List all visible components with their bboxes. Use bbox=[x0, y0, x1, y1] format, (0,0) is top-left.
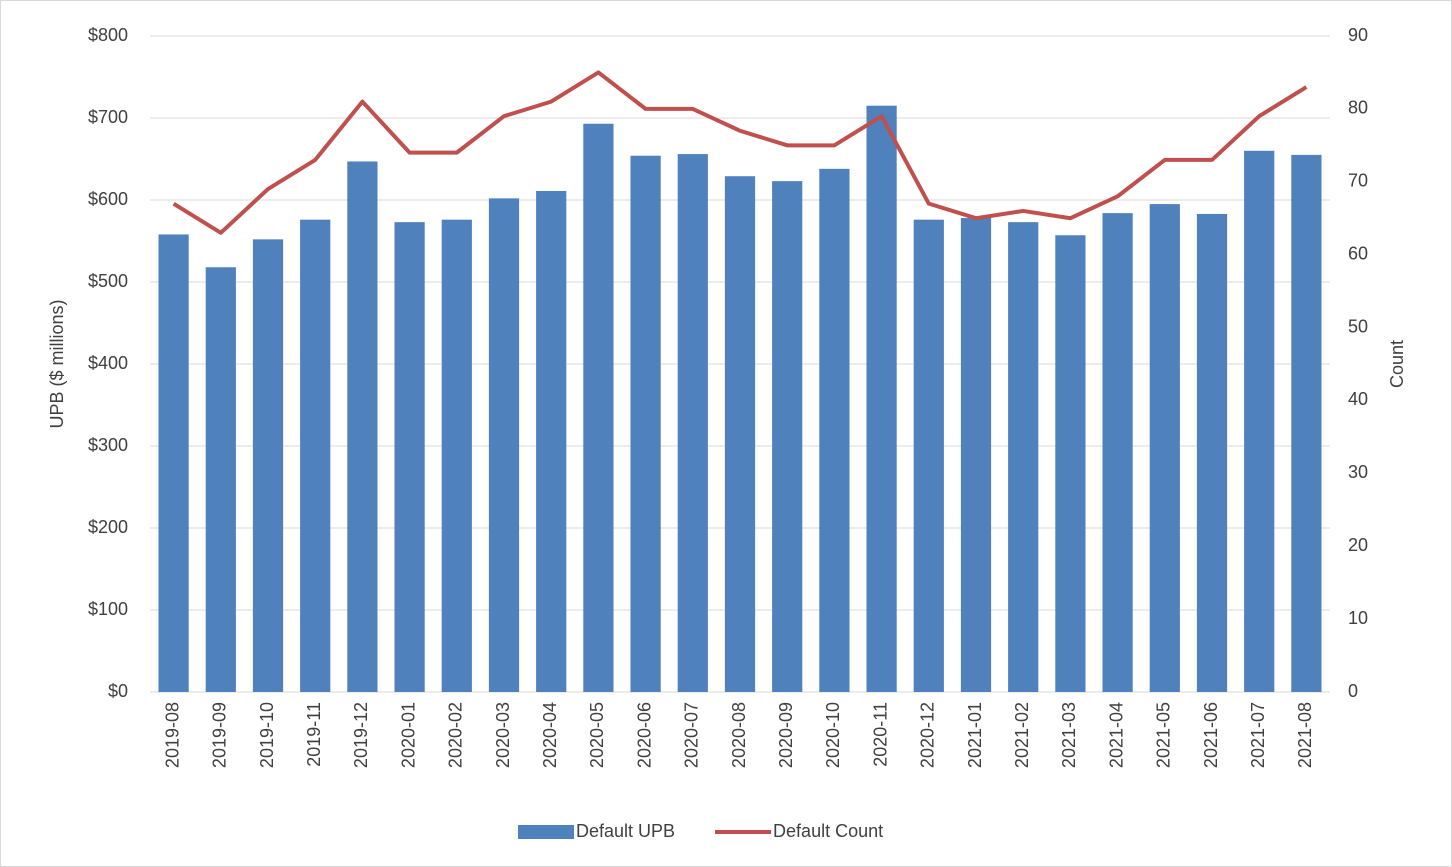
bar bbox=[677, 154, 708, 692]
x-tick-label: 2020-11 bbox=[870, 702, 890, 767]
y2-tick-label: 90 bbox=[1348, 25, 1368, 45]
bar bbox=[630, 155, 661, 693]
y2-tick-label: 60 bbox=[1348, 243, 1368, 263]
line bbox=[172, 70, 1308, 235]
x-tick-label: 2020-08 bbox=[729, 702, 749, 768]
legend-swatch bbox=[518, 825, 574, 839]
x-tick-label: 2021-05 bbox=[1154, 702, 1174, 768]
x-tick-label: 2019-12 bbox=[351, 702, 371, 768]
x-tick-label: 2020-03 bbox=[493, 702, 513, 768]
x-tick-label: 2019-09 bbox=[210, 702, 230, 768]
x-tick-label: 2019-08 bbox=[162, 702, 182, 768]
x-tick-label: 2019-11 bbox=[304, 702, 324, 767]
y2-tick-label: 10 bbox=[1348, 608, 1368, 628]
x-tick-label: 2021-08 bbox=[1295, 702, 1315, 768]
x-tick-label: 2020-09 bbox=[776, 702, 796, 768]
bar bbox=[1196, 213, 1228, 692]
bar bbox=[158, 234, 189, 692]
x-tick-label: 2020-06 bbox=[634, 702, 654, 768]
x-tick-label: 2021-01 bbox=[965, 702, 985, 768]
bar bbox=[724, 176, 756, 693]
bar bbox=[205, 267, 236, 692]
y-tick-label: $100 bbox=[88, 599, 128, 619]
bar bbox=[1149, 204, 1180, 692]
bar bbox=[960, 218, 992, 693]
y-tick-label: $500 bbox=[88, 271, 128, 291]
bar bbox=[394, 222, 425, 692]
y-tick-label: $200 bbox=[88, 517, 128, 537]
x-tick-label: 2020-01 bbox=[398, 702, 418, 768]
y-tick-label: $800 bbox=[88, 25, 128, 45]
bar bbox=[300, 219, 331, 692]
x-tick-label: 2020-02 bbox=[446, 702, 466, 768]
x-tick-label: 2020-12 bbox=[918, 702, 938, 768]
bar bbox=[583, 123, 614, 693]
bar bbox=[441, 219, 472, 692]
bar bbox=[913, 219, 944, 692]
y-axis-title: UPB ($ millions) bbox=[47, 299, 67, 428]
x-tick-label: 2019-10 bbox=[257, 702, 277, 768]
bar bbox=[1008, 222, 1039, 692]
legend-label: Default Count bbox=[773, 821, 883, 841]
y2-tick-label: 80 bbox=[1348, 98, 1368, 118]
x-tick-label: 2020-07 bbox=[682, 702, 702, 768]
y-tick-label: $400 bbox=[88, 353, 128, 373]
bar bbox=[1102, 213, 1133, 692]
bar bbox=[866, 105, 897, 692]
x-tick-label: 2021-07 bbox=[1248, 702, 1268, 768]
y2-tick-label: 70 bbox=[1348, 171, 1368, 191]
x-tick-label: 2021-06 bbox=[1201, 702, 1221, 768]
y2-axis-title: Count bbox=[1387, 340, 1407, 388]
x-tick-label: 2021-02 bbox=[1012, 702, 1032, 768]
x-tick-label: 2020-10 bbox=[823, 702, 843, 768]
bar bbox=[772, 181, 803, 692]
y2-tick-label: 50 bbox=[1348, 316, 1368, 336]
y2-tick-label: 30 bbox=[1348, 462, 1368, 482]
bar bbox=[1055, 235, 1086, 692]
y-tick-label: $600 bbox=[88, 189, 128, 209]
bar bbox=[1291, 154, 1322, 692]
y-tick-label: $0 bbox=[108, 681, 128, 701]
x-tick-label: 2021-03 bbox=[1059, 702, 1079, 768]
y2-tick-label: 40 bbox=[1348, 389, 1368, 409]
bar bbox=[488, 198, 520, 693]
bar bbox=[347, 161, 378, 692]
bar bbox=[536, 190, 567, 693]
y-tick-label: $300 bbox=[88, 435, 128, 455]
bar bbox=[819, 168, 850, 693]
x-tick-label: 2020-04 bbox=[540, 702, 560, 768]
y2-tick-label: 20 bbox=[1348, 535, 1368, 555]
legend-label: Default UPB bbox=[576, 821, 675, 841]
y2-tick-label: 0 bbox=[1348, 681, 1358, 701]
x-tick-label: 2020-05 bbox=[587, 702, 607, 768]
bar bbox=[1244, 150, 1275, 693]
x-tick-label: 2021-04 bbox=[1106, 702, 1126, 768]
y-tick-label: $700 bbox=[88, 107, 128, 127]
bar bbox=[252, 239, 284, 693]
